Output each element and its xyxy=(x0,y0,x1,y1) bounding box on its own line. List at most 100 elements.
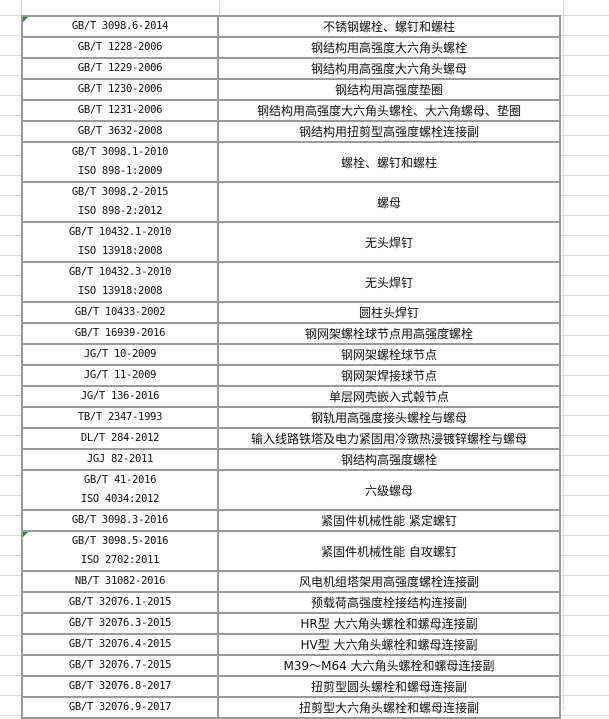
standard-code-cell[interactable]: TB/T 2347-1993 xyxy=(21,406,219,429)
standard-description-cell[interactable]: 单层网壳嵌入式毂节点 xyxy=(217,385,561,408)
standard-code-cell[interactable]: NB/T 31082-2016 xyxy=(21,570,219,593)
standard-description-cell[interactable]: HR型 大六角头螺栓和螺母连接副 xyxy=(217,612,561,635)
standard-code-cell[interactable]: GB/T 41-2016 ISO 4034:2012 xyxy=(21,469,219,511)
standard-code-cell[interactable]: GB/T 32076.4-2015 xyxy=(21,633,219,656)
table-row: GB/T 10432.3-2010 ISO 13918:2008 无头焊钉 xyxy=(21,261,561,303)
table-row: GB/T 32076.8-2017 扭剪型圆头螺栓和螺母连接副 xyxy=(21,675,561,698)
table-row: JG/T 136-2016 单层网壳嵌入式毂节点 xyxy=(21,385,561,408)
table-row: JGJ 82-2011 钢结构高强度螺栓 xyxy=(21,448,561,471)
standard-code: GB/T 10433-2002 xyxy=(74,306,166,318)
comment-indicator-icon xyxy=(23,532,28,537)
standard-code-cell[interactable]: GB/T 32076.9-2017 xyxy=(21,696,219,719)
standard-description-cell[interactable]: 输入线路铁塔及电力紧固用冷镦热浸镀锌螺栓与螺母 xyxy=(217,427,561,450)
standard-description-cell[interactable]: 钢结构用高强度垫圈 xyxy=(217,78,561,101)
standard-code: GB/T 10432.1-2010 xyxy=(68,226,172,238)
standard-code-cell[interactable]: GB/T 1228-2006 xyxy=(21,36,219,59)
standard-code-cell[interactable]: DL/T 284-2012 xyxy=(21,427,219,450)
table-row: GB/T 16939-2016 钢网架螺栓球节点用高强度螺栓 xyxy=(21,322,561,345)
standard-code-cell[interactable]: GB/T 16939-2016 xyxy=(21,322,219,345)
standard-code-cell[interactable]: JG/T 136-2016 xyxy=(21,385,219,408)
standard-description-cell[interactable]: 螺母 xyxy=(217,181,561,223)
standard-code-cell[interactable]: GB/T 3098.3-2016 xyxy=(21,509,219,532)
standard-description-cell[interactable]: 紧固件机械性能 紧定螺钉 xyxy=(217,509,561,532)
standard-code-cell[interactable]: GB/T 32076.1-2015 xyxy=(21,591,219,614)
standard-code: JG/T 11-2009 xyxy=(83,369,157,381)
table-row: JG/T 11-2009 钢网架焊接球节点 xyxy=(21,364,561,387)
standard-description-cell[interactable]: HV型 大六角头螺栓和螺母连接副 xyxy=(217,633,561,656)
standard-code: ISO 4034:2012 xyxy=(80,493,160,505)
standard-description-cell[interactable]: 无头焊钉 xyxy=(217,221,561,263)
table-row: GB/T 32076.3-2015 HR型 大六角头螺栓和螺母连接副 xyxy=(21,612,561,635)
gridline xyxy=(563,0,564,711)
standard-code-cell[interactable]: GB/T 3098.1-2010 ISO 898-1:2009 xyxy=(21,141,219,183)
standard-description-cell[interactable]: 钢结构用高强度大六角头螺母 xyxy=(217,57,561,80)
standard-code-cell[interactable]: JG/T 10-2009 xyxy=(21,343,219,366)
table-row: GB/T 1229-2006 钢结构用高强度大六角头螺母 xyxy=(21,57,561,80)
standard-code: GB/T 3632-2008 xyxy=(77,125,163,137)
standard-code-cell[interactable]: GB/T 1229-2006 xyxy=(21,57,219,80)
standard-code: TB/T 2347-1993 xyxy=(77,411,163,423)
standard-code: GB/T 10432.3-2010 xyxy=(68,266,172,278)
standard-code-cell[interactable]: GB/T 10433-2002 xyxy=(21,301,219,324)
standard-description-cell[interactable]: M39～M64 大六角头螺栓和螺母连接副 xyxy=(217,654,561,677)
table-row: GB/T 10432.1-2010 ISO 13918:2008 无头焊钉 xyxy=(21,221,561,263)
standard-code-cell[interactable]: GB/T 32076.7-2015 xyxy=(21,654,219,677)
standard-description-cell[interactable]: 紧固件机械性能 自攻螺钉 xyxy=(217,530,561,572)
standard-code-cell[interactable]: GB/T 3098.2-2015 ISO 898-2:2012 xyxy=(21,181,219,223)
standard-code-cell[interactable]: GB/T 10432.1-2010 ISO 13918:2008 xyxy=(21,221,219,263)
standard-description-cell[interactable]: 钢结构用扭剪型高强度螺栓连接副 xyxy=(217,120,561,143)
table-row: GB/T 3098.5-2016 ISO 2702:2011 紧固件机械性能 自攻螺… xyxy=(21,530,561,572)
table-row: GB/T 3632-2008 钢结构用扭剪型高强度螺栓连接副 xyxy=(21,120,561,143)
table-row: GB/T 32076.9-2017 扭剪型大六角头螺栓和螺母连接副 xyxy=(21,696,561,719)
standard-description-cell[interactable]: 六级螺母 xyxy=(217,469,561,511)
table-row: GB/T 10433-2002 圆柱头焊钉 xyxy=(21,301,561,324)
standard-description-cell[interactable]: 扭剪型圆头螺栓和螺母连接副 xyxy=(217,675,561,698)
table-row: TB/T 2347-1993 钢轨用高强度接头螺栓与螺母 xyxy=(21,406,561,429)
standard-code: NB/T 31082-2016 xyxy=(74,575,166,587)
standard-description-cell[interactable]: 无头焊钉 xyxy=(217,261,561,303)
standard-code-cell[interactable]: GB/T 32076.3-2015 xyxy=(21,612,219,635)
standard-code: DL/T 284-2012 xyxy=(80,432,160,444)
standard-code-cell[interactable]: JG/T 11-2009 xyxy=(21,364,219,387)
standard-code: ISO 13918:2008 xyxy=(77,245,163,257)
table-row: DL/T 284-2012 输入线路铁塔及电力紧固用冷镦热浸镀锌螺栓与螺母 xyxy=(21,427,561,450)
standard-description-cell[interactable]: 钢结构用高强度大六角头螺栓 xyxy=(217,36,561,59)
standard-code: ISO 13918:2008 xyxy=(77,285,163,297)
standard-description-cell[interactable]: 扭剪型大六角头螺栓和螺母连接副 xyxy=(217,696,561,719)
standard-description-cell[interactable]: 钢轨用高强度接头螺栓与螺母 xyxy=(217,406,561,429)
standard-code: GB/T 1228-2006 xyxy=(77,41,163,53)
standard-description-cell[interactable]: 预载荷高强度栓接结构连接副 xyxy=(217,591,561,614)
standard-code-cell[interactable]: GB/T 1231-2006 xyxy=(21,99,219,122)
table-row: JG/T 10-2009 钢网架螺栓球节点 xyxy=(21,343,561,366)
standard-code: GB/T 32076.1-2015 xyxy=(68,596,172,608)
standard-description-cell[interactable]: 风电机组塔架用高强度螺栓连接副 xyxy=(217,570,561,593)
standard-description-cell[interactable]: 钢结构用高强度大六角头螺栓、大六角螺母、垫圈 xyxy=(217,99,561,122)
table-row: GB/T 1228-2006 钢结构用高强度大六角头螺栓 xyxy=(21,36,561,59)
standard-description-cell[interactable]: 钢网架螺栓球节点 xyxy=(217,343,561,366)
standard-description-cell[interactable]: 钢网架螺栓球节点用高强度螺栓 xyxy=(217,322,561,345)
standard-code-cell[interactable]: GB/T 1230-2006 xyxy=(21,78,219,101)
standard-code-cell[interactable]: GB/T 10432.3-2010 ISO 13918:2008 xyxy=(21,261,219,303)
table-row: NB/T 31082-2016 风电机组塔架用高强度螺栓连接副 xyxy=(21,570,561,593)
standard-code-cell[interactable]: GB/T 3098.6-2014 xyxy=(21,15,219,38)
table-row: GB/T 3098.3-2016 紧固件机械性能 紧定螺钉 xyxy=(21,509,561,532)
spreadsheet-table: GB/T 3098.6-2014 不锈钢螺栓、螺钉和螺柱 GB/T 1228-200… xyxy=(21,15,561,719)
standard-description-cell[interactable]: 钢网架焊接球节点 xyxy=(217,364,561,387)
standard-description-cell[interactable]: 螺栓、螺钉和螺柱 xyxy=(217,141,561,183)
standard-code: ISO 898-1:2009 xyxy=(77,165,163,177)
standard-code: GB/T 32076.9-2017 xyxy=(68,701,172,713)
standard-code-cell[interactable]: GB/T 3632-2008 xyxy=(21,120,219,143)
standard-description-cell[interactable]: 圆柱头焊钉 xyxy=(217,301,561,324)
standard-code-cell[interactable]: GB/T 3098.5-2016 ISO 2702:2011 xyxy=(21,530,219,572)
standard-code-cell[interactable]: GB/T 32076.8-2017 xyxy=(21,675,219,698)
standard-code: JGJ 82-2011 xyxy=(86,453,154,465)
standard-code-cell[interactable]: JGJ 82-2011 xyxy=(21,448,219,471)
standard-code: GB/T 32076.7-2015 xyxy=(68,659,172,671)
table-row: GB/T 1230-2006 钢结构用高强度垫圈 xyxy=(21,78,561,101)
standard-description-cell[interactable]: 不锈钢螺栓、螺钉和螺柱 xyxy=(217,15,561,38)
comment-indicator-icon xyxy=(23,17,28,22)
table-row: GB/T 3098.6-2014 不锈钢螺栓、螺钉和螺柱 xyxy=(21,15,561,38)
standard-code: GB/T 1229-2006 xyxy=(77,62,163,74)
table-row: GB/T 1231-2006 钢结构用高强度大六角头螺栓、大六角螺母、垫圈 xyxy=(21,99,561,122)
standard-description-cell[interactable]: 钢结构高强度螺栓 xyxy=(217,448,561,471)
